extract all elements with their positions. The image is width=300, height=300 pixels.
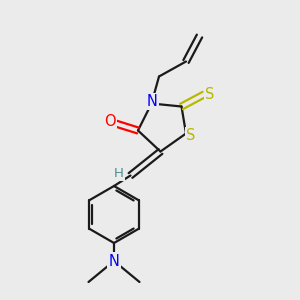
Text: O: O — [105, 114, 116, 129]
Text: S: S — [186, 128, 196, 143]
Text: N: N — [147, 94, 158, 109]
Text: N: N — [109, 254, 119, 268]
Text: H: H — [114, 167, 124, 180]
Text: S: S — [205, 87, 214, 102]
